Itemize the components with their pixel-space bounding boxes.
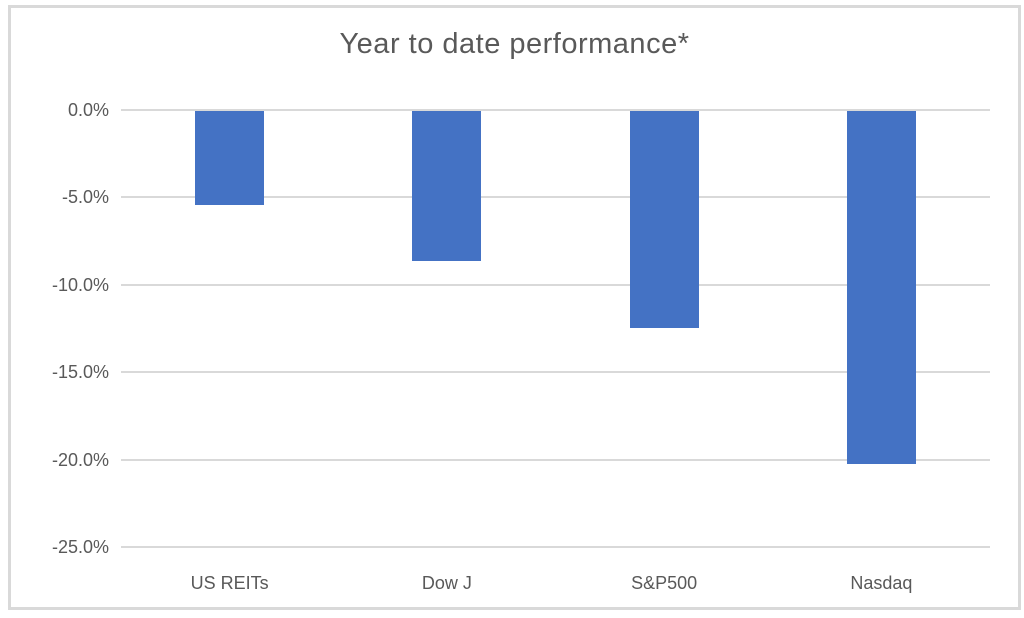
chart-title: Year to date performance* [339,28,690,60]
gridline [121,371,990,374]
gridline [121,546,990,549]
chart-frame: Year to date performance* 0.0% -5.0% -10.0… [8,5,1021,610]
bar-us-reits [195,111,265,206]
bar-nasdaq [846,111,916,465]
y-tick-label: -15.0% [51,362,109,383]
y-tick-label: -25.0% [51,537,109,558]
gridline [121,196,990,199]
gridline [121,283,990,286]
y-tick-label: -5.0% [61,187,109,208]
y-tick-label: -10.0% [51,274,109,295]
bar-s-p500 [629,111,699,328]
x-category-label: Nasdaq [850,573,913,594]
gridline [121,109,990,111]
y-tick-label: 0.0% [67,100,109,120]
x-category-label: Dow J [421,573,472,594]
bar-dow-j [412,111,482,262]
y-tick-label: -20.0% [51,449,109,470]
gridline [121,458,990,461]
x-category-label: S&P500 [631,573,698,594]
x-category-label: US REITs [190,573,269,594]
